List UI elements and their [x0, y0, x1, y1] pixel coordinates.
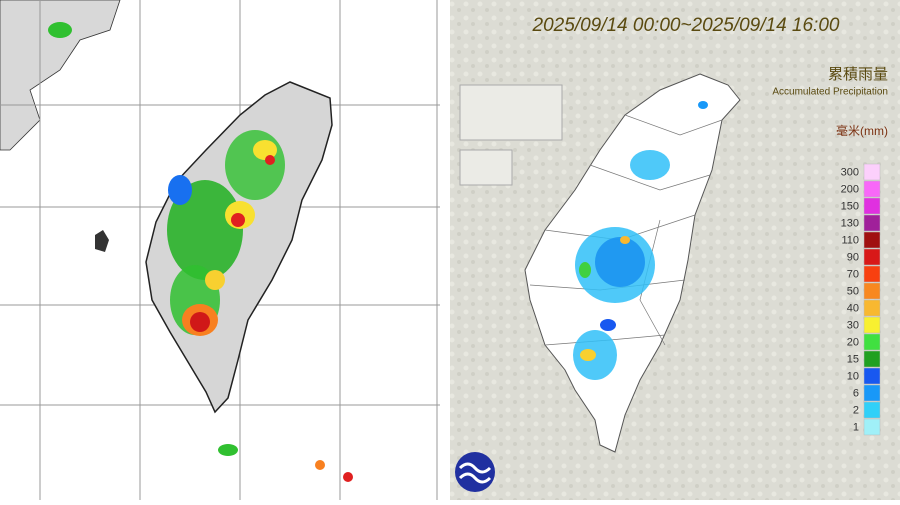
legend-label: 70	[847, 268, 859, 280]
legend-swatch	[863, 333, 881, 351]
legend-label: 130	[841, 217, 859, 229]
legend-swatch	[863, 214, 881, 232]
legend-swatch	[863, 180, 881, 198]
legend: 300 200 150 130 110 90 70 50 40 30 20 15 10 6 2 1	[841, 163, 881, 436]
legend-label: 40	[847, 302, 859, 314]
matsu-inset	[459, 84, 563, 141]
legend-swatch	[863, 231, 881, 249]
unit-label: 毫米(mm)	[836, 123, 888, 138]
legend-label: 20	[847, 336, 859, 348]
legend-swatch	[863, 350, 881, 368]
legend-label: 15	[847, 353, 859, 365]
legend-swatch	[863, 265, 881, 283]
radar-echoes	[48, 22, 353, 482]
legend-title: 累積雨量	[828, 66, 888, 83]
legend-label: 150	[841, 200, 859, 212]
legend-label: 1	[853, 421, 859, 433]
rain-areas	[573, 101, 708, 380]
legend-label: 50	[847, 285, 859, 297]
time-range-title: 2025/09/14 00:00~2025/09/14 16:00	[532, 15, 840, 36]
legend-swatch	[863, 384, 881, 402]
legend-label: 200	[841, 183, 859, 195]
legend-label: 30	[847, 319, 859, 331]
legend-swatch	[863, 282, 881, 300]
legend-label: 2	[853, 404, 859, 416]
legend-swatch	[863, 299, 881, 317]
cwa-logo	[455, 452, 495, 492]
penghu-islands	[95, 230, 109, 252]
legend-swatch	[863, 401, 881, 419]
legend-swatch	[863, 248, 881, 266]
legend-subtitle: Accumulated Precipitation	[772, 87, 888, 98]
legend-swatch	[863, 367, 881, 385]
legend-swatch	[863, 418, 881, 436]
legend-label: 10	[847, 370, 859, 382]
legend-swatch	[863, 163, 881, 181]
precipitation-map: 2025/09/14 00:00~2025/09/14 16:00 累積雨量 A…	[450, 0, 900, 500]
legend-label: 300	[841, 166, 859, 178]
legend-label: 110	[841, 234, 859, 246]
cwa-logo-waves	[458, 462, 492, 484]
mainland-coast	[0, 0, 121, 151]
radar-map	[0, 0, 440, 500]
legend-swatch	[863, 316, 881, 334]
kinmen-inset	[459, 149, 513, 186]
legend-label: 90	[847, 251, 859, 263]
legend-swatch	[863, 197, 881, 215]
legend-label: 6	[853, 387, 859, 399]
